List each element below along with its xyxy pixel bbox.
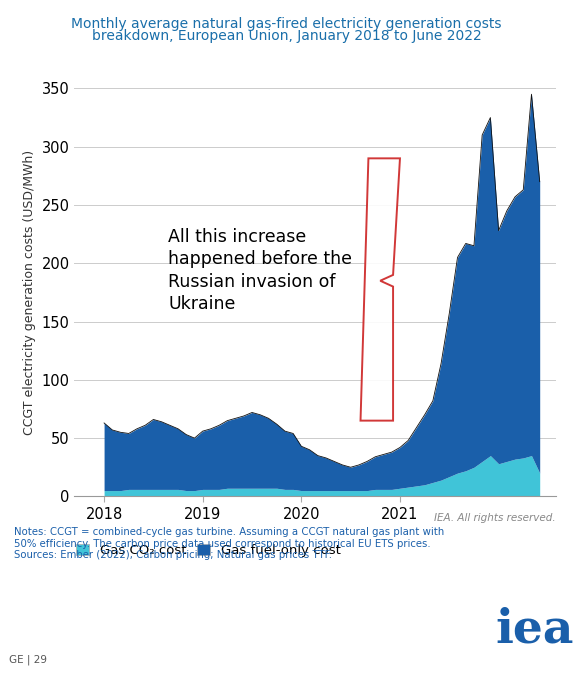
Text: Monthly average natural gas-fired electricity generation costs: Monthly average natural gas-fired electr… (71, 17, 502, 31)
Polygon shape (360, 158, 400, 421)
Text: iea: iea (495, 607, 573, 653)
Y-axis label: CCGT electricity generation costs (USD/MWh): CCGT electricity generation costs (USD/M… (23, 150, 36, 435)
Legend: Gas CO₂ cost, Gas fuel-only cost: Gas CO₂ cost, Gas fuel-only cost (76, 544, 341, 557)
Text: All this increase
happened before the
Russian invasion of
Ukraine: All this increase happened before the Ru… (168, 228, 352, 313)
Text: Notes: CCGT = combined-cycle gas turbine. Assuming a CCGT natural gas plant with: Notes: CCGT = combined-cycle gas turbine… (14, 527, 445, 560)
Text: GE | 29: GE | 29 (9, 655, 46, 665)
Text: breakdown, European Union, January 2018 to June 2022: breakdown, European Union, January 2018 … (92, 29, 481, 43)
Text: IEA. All rights reserved.: IEA. All rights reserved. (434, 513, 556, 524)
